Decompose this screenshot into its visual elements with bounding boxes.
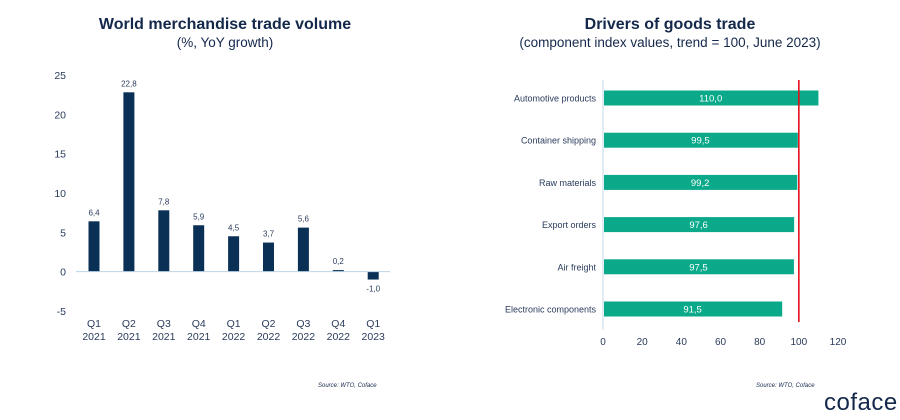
bar [604,301,783,317]
right-chart-subtitle: (component index values, trend = 100, Ju… [519,35,821,50]
x-tick-label: Q3 [157,318,171,330]
x-tick-label: 40 [676,337,688,348]
bar [88,221,100,272]
left-chart-source: Source: WTO, Coface [318,383,377,389]
x-tick-label-year: 2023 [362,331,386,343]
data-label: 99,5 [691,136,710,147]
x-tick-label: 60 [715,337,727,348]
data-label: 6,4 [88,208,100,217]
x-tick-label: 20 [637,337,649,348]
x-tick-label: Q1 [227,318,241,330]
bar [297,227,309,272]
x-tick-label: 80 [754,337,766,348]
data-label: -1,0 [366,285,380,294]
x-tick-label: 120 [830,337,847,348]
bar [604,90,819,106]
right-chart-source: Source: WTO, Coface [756,383,815,389]
category-label: Container shipping [521,136,596,146]
data-label: 97,6 [689,220,708,231]
x-tick-label: Q3 [296,318,310,330]
data-label: 99,2 [691,178,710,189]
x-tick-label: Q4 [331,318,345,330]
y-tick-label: 10 [54,188,66,200]
left-chart: 2520151050-56,4Q1202122,8Q220217,8Q32021… [54,70,390,343]
data-label: 5,6 [298,215,310,224]
bar [604,132,798,148]
y-tick-label: 15 [54,149,66,161]
category-label: Electronic components [505,305,597,315]
y-tick-label: 25 [54,70,66,82]
y-tick-label: 5 [60,227,66,239]
data-label: 110,0 [699,94,722,105]
data-label: 22,8 [121,79,137,88]
right-chart-title: Drivers of goods trade [584,16,756,33]
data-label: 5,9 [193,212,205,221]
x-tick-label-year: 2022 [292,331,316,343]
y-tick-label: 20 [54,109,66,121]
bar [332,270,344,272]
x-tick-label: Q1 [366,318,380,330]
x-tick-label: Q2 [122,318,136,330]
left-chart-subtitle: (%, YoY growth) [176,35,274,50]
x-tick-label-year: 2021 [187,331,211,343]
bar [158,210,170,272]
bar [193,225,205,272]
bar [367,271,379,280]
bar [604,259,794,275]
right-chart: 110,0 Automotive products 99,5 Container sh… [505,80,847,348]
y-tick-label: 0 [60,267,66,279]
coface-logo: coface [824,389,898,416]
left-chart-title: World merchandise trade volume [98,16,352,33]
x-tick-label-year: 2022 [222,331,246,343]
x-tick-label: Q4 [192,318,206,330]
bar [228,236,240,272]
data-label: 3,7 [263,230,275,239]
bar [263,242,274,272]
x-tick-label-year: 2021 [82,331,106,343]
x-tick-label: 100 [790,337,807,348]
x-tick-label-year: 2022 [327,331,351,343]
category-label: Raw materials [539,178,597,188]
x-tick-label-year: 2021 [152,331,176,343]
x-tick-label: Q2 [261,318,275,330]
x-tick-label: 0 [600,337,606,348]
data-label: 91,5 [683,305,702,316]
data-label: 97,5 [689,262,708,273]
x-tick-label: Q1 [87,318,101,330]
bar [604,217,795,233]
x-tick-label-year: 2021 [117,331,141,343]
y-tick-label: -5 [57,306,66,318]
data-label: 7,8 [158,197,170,206]
x-tick-label-year: 2022 [257,331,281,343]
bar [123,92,135,272]
data-label: 4,5 [228,223,240,232]
bar [604,174,798,190]
category-label: Automotive products [514,94,597,104]
data-label: 0,2 [333,257,345,266]
category-label: Export orders [542,220,597,230]
category-label: Air freight [557,262,596,272]
